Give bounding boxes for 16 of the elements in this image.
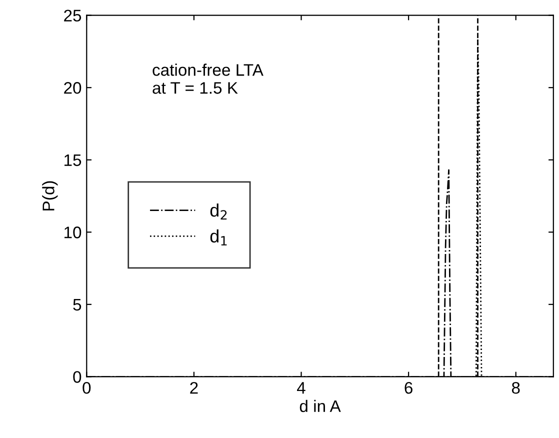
y-tick-label: 20 xyxy=(64,82,82,94)
y-tick-label: 10 xyxy=(64,226,82,238)
x-axis-title: d in A xyxy=(300,400,341,412)
y-tick-label: 15 xyxy=(64,154,82,166)
x-tick-label: 6 xyxy=(404,382,412,394)
y-tick-label: 25 xyxy=(64,10,82,22)
annotation: cation-free LTA at T = 1.5 K xyxy=(152,64,264,94)
x-tick-label: 4 xyxy=(297,382,306,394)
y-tick-label: 5 xyxy=(73,298,82,311)
y-axis-title: P(d) xyxy=(42,181,58,210)
legend-label: d$_{1}$ xyxy=(210,229,227,246)
legend-label: d$_{2}$ xyxy=(210,203,227,220)
x-tick-label: 2 xyxy=(190,382,198,394)
x-tick-label: 8 xyxy=(512,382,520,394)
x-tick-label: 0 xyxy=(82,382,91,394)
y-tick-label: 0 xyxy=(73,371,82,383)
